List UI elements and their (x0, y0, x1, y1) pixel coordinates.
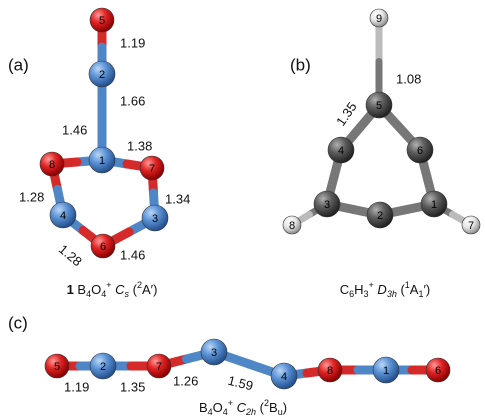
caption-part: 2h (245, 407, 256, 417)
bond-length: 1.34 (165, 191, 190, 206)
bond-length: 1.28 (19, 189, 44, 204)
bond-length: 1.19 (120, 35, 145, 50)
caption: 1 B4O4+ Cs (2A′) (67, 280, 158, 299)
atom-label: 5 (99, 15, 105, 27)
caption: C6H3+ D3h (1A1′) (340, 280, 431, 299)
caption-part: D (377, 282, 386, 297)
bond-length: 1.19 (64, 379, 89, 394)
caption-part: 3h (387, 289, 397, 299)
caption-part: 4 (101, 289, 106, 299)
caption: B4O4+ C2h (2Bu) (199, 398, 287, 417)
caption-part: H (354, 282, 363, 297)
figure: (a) (b) (c) 5 2 1 8 7 4 3 6 1.19 1.66 1.46 1.38 1.28… (0, 0, 485, 420)
bond-length: 1.59 (226, 373, 254, 394)
caption-part: B (199, 400, 208, 415)
caption-part: A (410, 282, 419, 297)
atom-label: 8 (49, 159, 55, 171)
atom-label: 3 (152, 213, 158, 225)
bond-length: 1.35 (333, 99, 360, 128)
atom-label: 7 (468, 220, 474, 232)
bond-length: 1.66 (120, 93, 145, 108)
atom-label: 2 (100, 361, 106, 373)
atom-label: 6 (417, 145, 423, 157)
caption-part: B (74, 282, 86, 297)
atom-label: 4 (338, 145, 344, 157)
atom-label: 4 (60, 210, 66, 222)
atom-label: 8 (327, 365, 333, 377)
atom-label: 2 (377, 210, 383, 222)
bond-length: 1.38 (127, 138, 152, 153)
caption-part: A′) (142, 282, 157, 297)
caption-part: ′) (423, 282, 430, 297)
bond-length: 1.46 (120, 247, 145, 262)
panel-label: (c) (8, 313, 28, 332)
panel-label: (b) (290, 55, 311, 74)
caption-part: O (213, 400, 223, 415)
panel-label: (a) (8, 55, 29, 74)
atom-label: 7 (156, 361, 162, 373)
atom-label: 1 (431, 199, 437, 211)
atom-label: 3 (324, 199, 330, 211)
caption-part: O (91, 282, 101, 297)
atom-label: 1 (99, 155, 105, 167)
caption-part: ) (283, 400, 287, 415)
caption-part: C (340, 282, 349, 297)
bond-length: 1.28 (56, 241, 85, 269)
atom-label: 9 (376, 13, 382, 25)
caption-part: 4 (223, 407, 228, 417)
atom-label: 3 (211, 347, 217, 359)
atom-label: 5 (54, 361, 60, 373)
atom-label: 2 (99, 69, 105, 81)
bond-length: 1.26 (173, 373, 198, 388)
bond-length: 1.46 (62, 122, 87, 137)
atom-label: 4 (281, 371, 287, 383)
atom-label: 5 (376, 100, 382, 112)
caption-part: 3 (364, 289, 369, 299)
caption-part: B (269, 400, 278, 415)
bond-length: 1.35 (120, 379, 145, 394)
atom-label: 6 (100, 241, 106, 253)
atom-label: 7 (149, 163, 155, 175)
bond-length: 1.08 (396, 71, 421, 86)
caption-part: 1 (67, 282, 74, 297)
atom-label: 6 (435, 365, 441, 377)
atom-label: 1 (383, 365, 389, 377)
page: (a) (b) (c) 5 2 1 8 7 4 3 6 1.19 1.66 1.46 1.38 1.28… (0, 0, 485, 420)
atom-label: 8 (289, 220, 295, 232)
